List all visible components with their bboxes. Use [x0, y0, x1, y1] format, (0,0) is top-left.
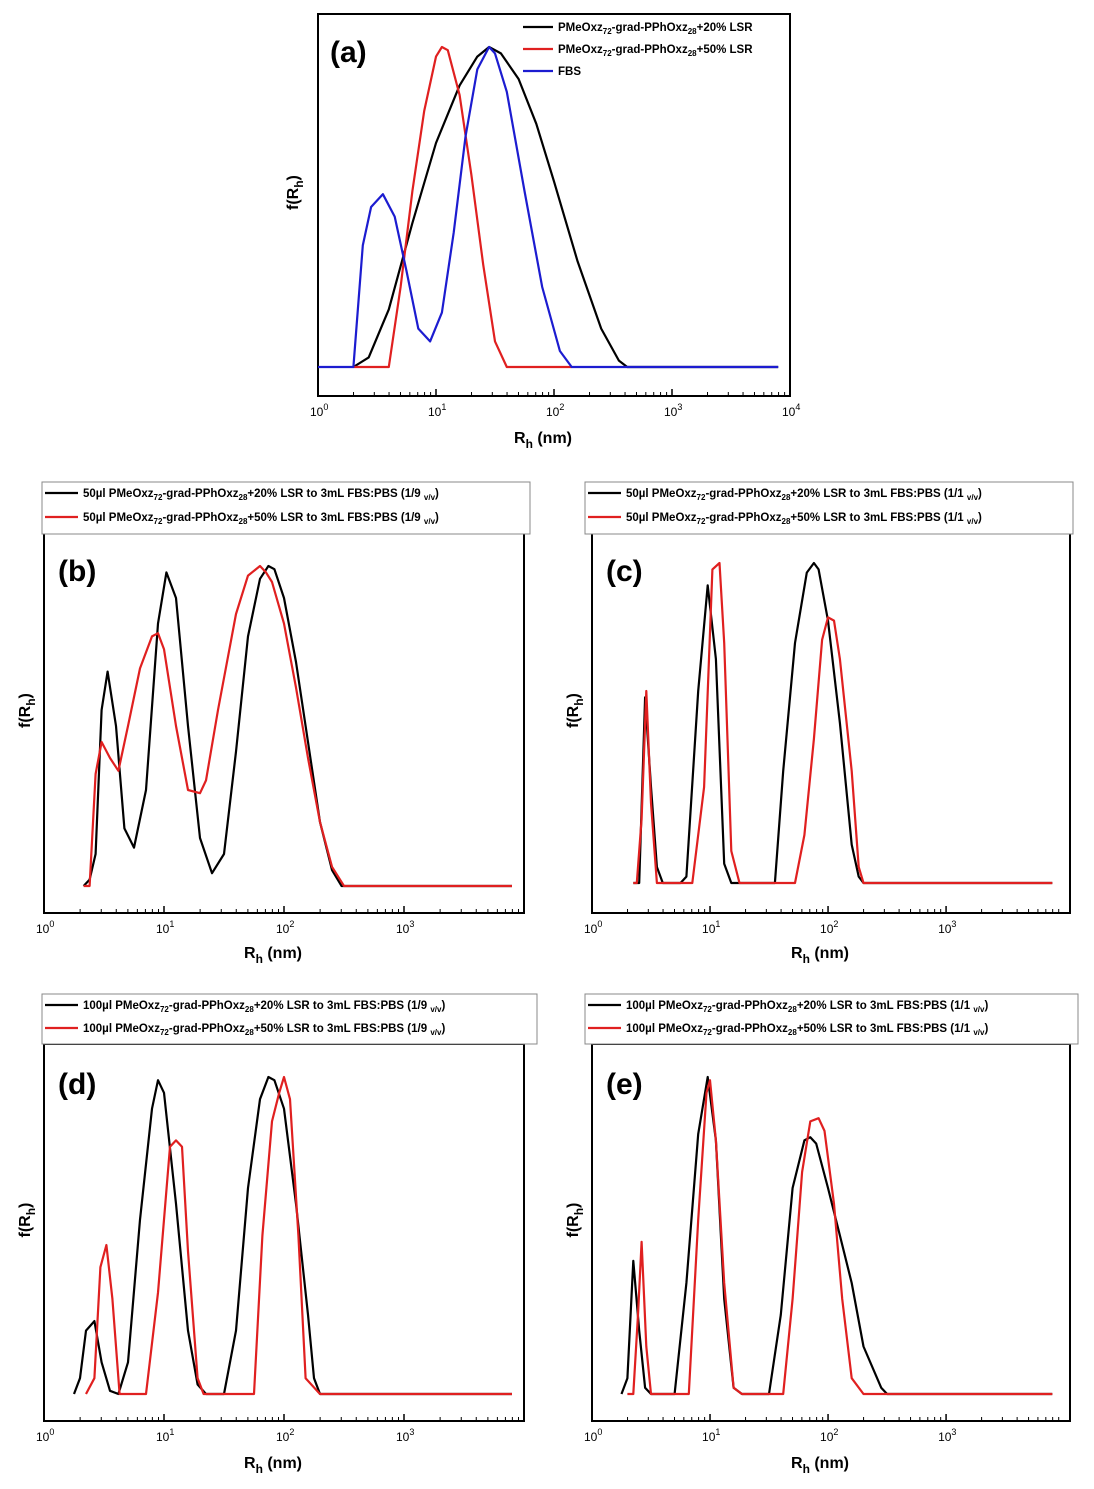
- x-axis-label: Rh (nm): [791, 1455, 849, 1476]
- x-tick-label: 104: [782, 402, 800, 419]
- y-axis-label: f(Rh): [565, 693, 586, 728]
- x-tick-label: 102: [820, 1427, 838, 1444]
- x-tick-label: 103: [938, 1427, 956, 1444]
- series-line-2: [83, 564, 512, 888]
- x-tick-label: 103: [938, 919, 956, 936]
- x-tick-label: 102: [820, 919, 838, 936]
- x-tick-label: 102: [276, 1427, 294, 1444]
- panel-label: (d): [58, 1068, 96, 1101]
- legend-entry: 50µl PMeOxz72-grad-PPhOxz28+50% LSR to 3…: [83, 512, 439, 526]
- x-tick-label: 100: [310, 402, 328, 419]
- legend-entry: 100µl PMeOxz72-grad-PPhOxz28+20% LSR to …: [83, 1000, 445, 1014]
- x-axis-label: Rh (nm): [791, 945, 849, 966]
- x-tick-label: 100: [36, 919, 54, 936]
- legend-box: [41, 481, 531, 535]
- plot-frame: [43, 1043, 525, 1422]
- legend-box: [41, 993, 538, 1045]
- x-tick-label: 101: [156, 919, 174, 936]
- series-line-2: [353, 45, 572, 369]
- legend-box: [584, 481, 1074, 535]
- x-tick-label: 102: [546, 402, 564, 419]
- series-line-3: [318, 45, 779, 369]
- x-tick-label: 101: [156, 1427, 174, 1444]
- legend-box: [584, 993, 1079, 1045]
- x-axis-label: Rh (nm): [244, 945, 302, 966]
- x-tick-label: 103: [396, 919, 414, 936]
- x-tick-label: 100: [36, 1427, 54, 1444]
- y-axis-label: f(Rh): [285, 175, 306, 210]
- legend: 50µl PMeOxz72-grad-PPhOxz28+20% LSR to 3…: [584, 481, 1074, 535]
- legend-entry: FBS: [558, 66, 581, 78]
- legend-entry: 100µl PMeOxz72-grad-PPhOxz28+50% LSR to …: [83, 1023, 445, 1037]
- y-axis-label: f(Rh): [565, 1203, 586, 1238]
- chart-panel-b: 100 101 102 103 Rh (nm) f(Rh) (b) 50µl PMeOxz72…: [17, 481, 531, 966]
- series-line-2: [633, 561, 1053, 885]
- plot-frame: [591, 532, 1071, 914]
- series-line-2: [85, 1075, 512, 1396]
- chart-panel-d: 100 101 102 103 Rh (nm) f(Rh) (d) 100µl PMeOxz7…: [17, 993, 538, 1476]
- x-tick-label: 100: [584, 1427, 602, 1444]
- series-line-2: [627, 1079, 1053, 1396]
- y-axis-label: f(Rh): [17, 1203, 38, 1238]
- series-line-1: [633, 561, 1053, 885]
- x-axis-label: Rh (nm): [514, 430, 572, 451]
- series-line-1: [72, 1075, 512, 1396]
- legend-entry: 100µl PMeOxz72-grad-PPhOxz28+20% LSR to …: [626, 1000, 988, 1014]
- legend-entry: PMeOxz72-grad-PPhOxz28+50% LSR: [558, 44, 753, 58]
- legend-entry: 50µl PMeOxz72-grad-PPhOxz28+50% LSR to 3…: [626, 512, 982, 526]
- panel-label: (e): [606, 1068, 643, 1101]
- chart-panel-a: 100 101 102 103 104 Rh (nm) f(Rh) (a) PMeOxz72-g…: [285, 13, 800, 451]
- y-axis-label: f(Rh): [17, 693, 38, 728]
- x-tick-label: 100: [584, 919, 602, 936]
- panel-label: (a): [330, 36, 367, 69]
- x-tick-label: 102: [276, 919, 294, 936]
- legend-entry: 100µl PMeOxz72-grad-PPhOxz28+50% LSR to …: [626, 1023, 988, 1037]
- legend-entry: 50µl PMeOxz72-grad-PPhOxz28+20% LSR to 3…: [626, 488, 982, 502]
- plot-frame: [591, 1043, 1071, 1422]
- x-tick-label: 103: [664, 402, 682, 419]
- chart-panel-c: 100 101 102 103 Rh (nm) f(Rh) (c) 50µl PMeOxz72…: [565, 481, 1074, 966]
- legend: 100µl PMeOxz72-grad-PPhOxz28+20% LSR to …: [584, 993, 1079, 1045]
- legend-entry: 50µl PMeOxz72-grad-PPhOxz28+20% LSR to 3…: [83, 488, 439, 502]
- x-tick-label: 101: [428, 402, 446, 419]
- chart-panel-e: 100 101 102 103 Rh (nm) f(Rh) (e) 100µl PMeOxz7…: [565, 993, 1079, 1476]
- x-tick-label: 101: [702, 919, 720, 936]
- legend-entry: PMeOxz72-grad-PPhOxz28+20% LSR: [558, 22, 753, 36]
- panel-label: (b): [58, 555, 96, 588]
- legend: 100µl PMeOxz72-grad-PPhOxz28+20% LSR to …: [41, 993, 538, 1045]
- x-tick-label: 103: [396, 1427, 414, 1444]
- series-line-1: [82, 564, 512, 888]
- legend: PMeOxz72-grad-PPhOxz28+20% LSR PMeOxz72-g…: [523, 22, 753, 78]
- x-tick-label: 101: [702, 1427, 720, 1444]
- panel-label: (c): [606, 555, 643, 588]
- x-axis-label: Rh (nm): [244, 1455, 302, 1476]
- legend: 50µl PMeOxz72-grad-PPhOxz28+20% LSR to 3…: [41, 481, 531, 535]
